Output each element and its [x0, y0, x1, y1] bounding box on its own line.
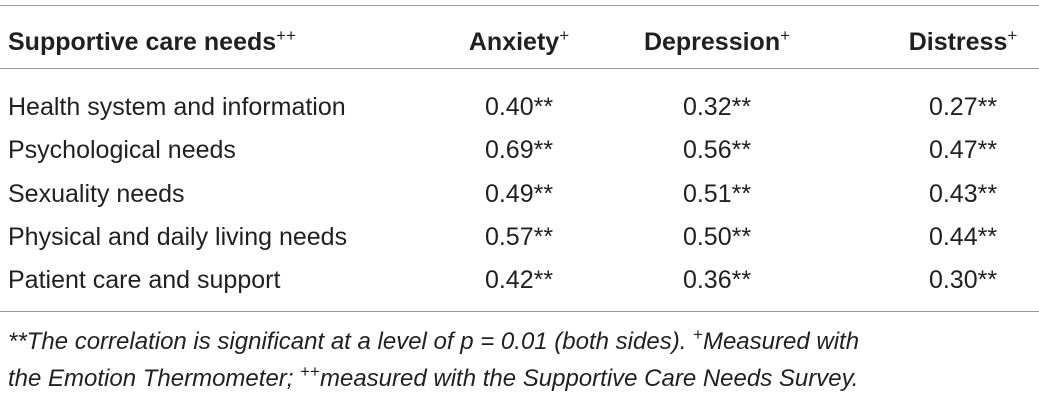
value-cell: 0.30**	[928, 266, 998, 295]
header-cell: Depression+	[644, 27, 790, 57]
value-cell: 0.36**	[682, 266, 752, 295]
footnote-text: Measured with	[702, 328, 860, 355]
top-rule	[0, 5, 1039, 6]
header-text: Depression	[643, 28, 781, 56]
value-cell: 0.50**	[682, 222, 752, 251]
row-label: Patient care and support	[8, 266, 281, 295]
header-rule	[0, 68, 1039, 69]
footnote-text: **The correlation is significant at a le…	[8, 328, 694, 355]
value-cell: 0.42**	[484, 266, 554, 295]
value-cell: 0.49**	[484, 179, 554, 208]
value-cell: 0.27**	[928, 93, 998, 121]
footnote-sup: +	[693, 325, 703, 344]
value-cell: 0.57**	[484, 222, 554, 251]
value-cell: 0.56**	[682, 136, 752, 165]
value-cell: 0.69**	[484, 136, 554, 165]
footnote-sup: ++	[300, 362, 320, 381]
header-cell: Supportive care needs++	[8, 27, 296, 57]
footnote-text: the Emotion Thermometer;	[8, 365, 301, 392]
row-label: Sexuality needs	[8, 179, 185, 208]
value-cell: 0.51**	[682, 179, 752, 208]
row-label: Health system and information	[8, 93, 346, 121]
header-text: Supportive care needs	[8, 28, 277, 56]
value-cell: 0.44**	[928, 222, 998, 251]
footnote-line: **The correlation is significant at a le…	[8, 325, 860, 357]
footnote-line: the Emotion Thermometer; ++measured with…	[8, 362, 859, 394]
footnote-text: measured with the Supportive Care Needs …	[319, 365, 859, 392]
header-cell: Distress+	[909, 27, 1018, 57]
row-label: Physical and daily living needs	[8, 222, 348, 251]
header-text: Distress	[908, 28, 1008, 56]
value-cell: 0.47**	[928, 136, 998, 165]
value-cell: 0.40**	[484, 93, 554, 121]
header-cell: Anxiety+	[469, 27, 569, 57]
header-sup: +	[1007, 26, 1018, 45]
header-sup: +	[559, 26, 570, 45]
value-cell: 0.43**	[928, 179, 998, 208]
bottom-rule	[0, 311, 1039, 312]
row-label: Psychological needs	[8, 136, 236, 165]
header-text: Anxiety	[468, 28, 560, 56]
value-cell: 0.32**	[682, 93, 752, 121]
header-sup: +	[780, 26, 791, 45]
header-sup: ++	[276, 26, 297, 45]
